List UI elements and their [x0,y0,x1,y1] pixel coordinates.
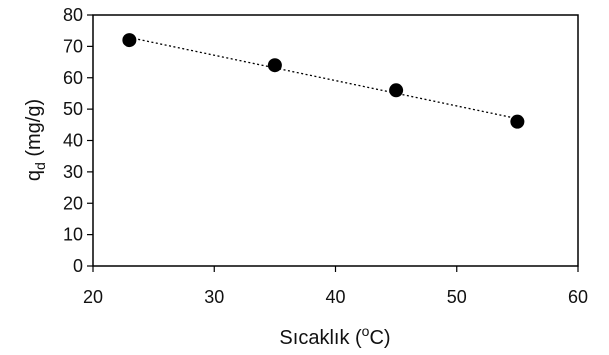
trendline [129,36,518,120]
y-tick-label: 10 [63,225,83,245]
y-tick-label: 60 [63,68,83,88]
x-tick-label: 40 [325,287,345,307]
data-point [267,58,282,73]
y-axis-ticks: 0 10 20 30 40 50 60 70 80 [63,5,93,276]
data-point [389,83,404,98]
data-point [122,33,137,48]
x-tick-label: 60 [568,287,588,307]
y-tick-label: 20 [63,193,83,213]
x-tick-label: 50 [447,287,467,307]
plot-area [92,14,579,267]
y-tick-label: 40 [63,131,83,151]
y-tick-label: 30 [63,162,83,182]
x-tick-label: 20 [83,287,103,307]
x-axis-title: Sıcaklık (oC) [279,323,390,349]
data-points [122,33,525,129]
y-tick-label: 80 [63,5,83,25]
y-axis-title: qd (mg/g) [23,99,48,181]
x-axis-ticks: 20 30 40 50 60 [83,266,588,307]
y-tick-label: 70 [63,36,83,56]
y-tick-label: 50 [63,99,83,119]
x-tick-label: 30 [204,287,224,307]
data-point [510,114,525,129]
y-tick-label: 0 [73,256,83,276]
